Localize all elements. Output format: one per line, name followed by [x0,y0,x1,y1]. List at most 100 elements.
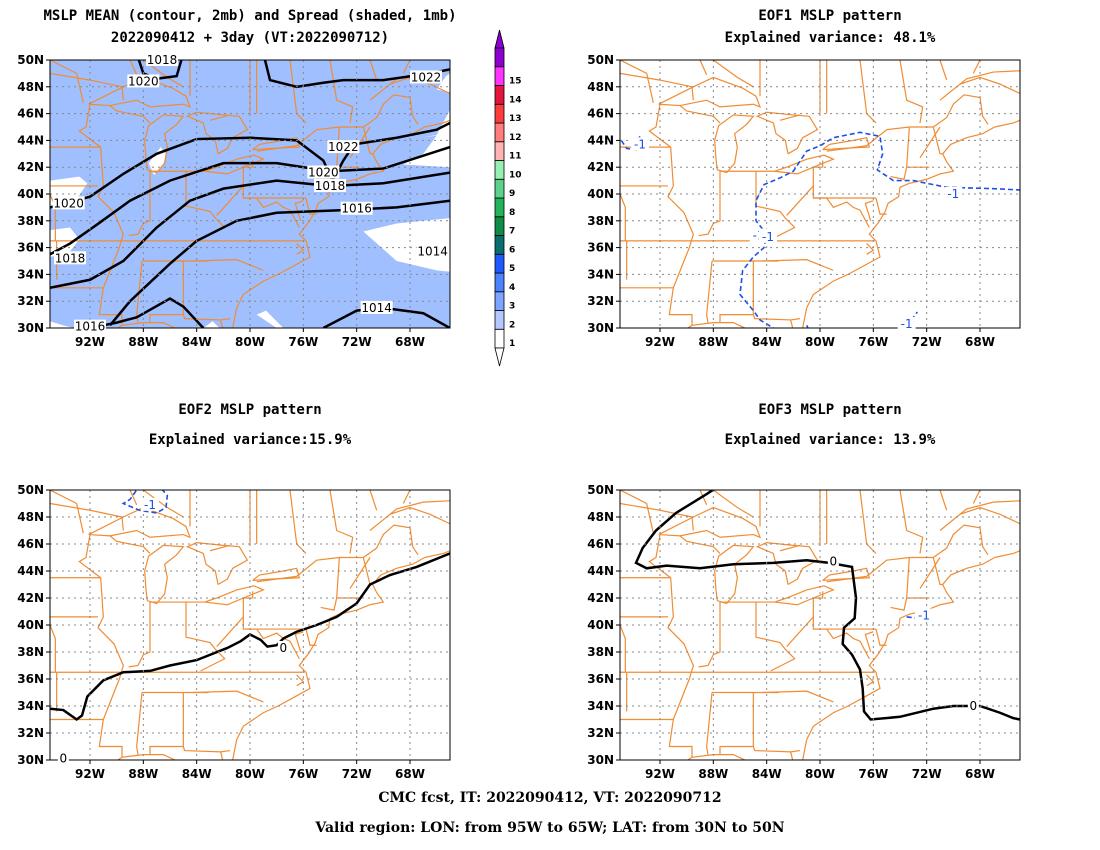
lon-tick-label: 68W [395,335,425,349]
lat-tick-label: 48N [587,510,614,524]
colorbar-swatch [494,178,505,199]
lat-tick-label: 34N [587,699,614,713]
lat-tick-label: 36N [587,241,614,255]
lat-tick-label: 32N [587,726,614,740]
contour-label: -1 [759,229,777,244]
contour-line [739,131,1020,328]
colorbar-label: 4 [509,283,515,293]
colorbar-swatch [494,253,505,274]
lat-tick-label: 48N [17,510,44,524]
contour-label: 1018 [146,53,178,67]
colorbar-swatch [494,66,505,86]
lat-tick-label: 34N [587,267,614,281]
lat-tick-label: 38N [587,645,614,659]
lon-tick-label: 76W [858,335,888,349]
lon-tick-label: 72W [912,335,942,349]
lon-tick-label: 84W [752,335,782,349]
colorbar-label: 14 [509,95,522,105]
svg-text:1020: 1020 [308,166,339,180]
contour-line [50,171,450,290]
lon-tick-label: 76W [288,767,318,781]
grid-lines [50,60,450,328]
colorbar-label: 1 [509,339,515,349]
colorbar-label: 13 [509,114,522,124]
colorbar-label: 15 [509,77,522,87]
panel4-title: EOF3 MSLP pattern Explained variance: 13.… [724,402,936,448]
lon-tick-label: 72W [912,767,942,781]
panel3-title: EOF2 MSLP pattern Explained variance:15.9… [148,402,352,448]
contour-label: 0 [277,640,289,655]
colorbar-label: 3 [509,302,515,312]
lon-tick-label: 92W [645,767,675,781]
svg-text:1016: 1016 [75,320,106,334]
svg-text:-1: -1 [144,498,156,512]
contour-label: 1016 [74,319,106,334]
svg-text:-1: -1 [762,230,774,244]
svg-text:1016: 1016 [341,202,372,216]
panel2-title: EOF1 MSLP pattern Explained variance: 48.… [724,8,936,46]
lat-tick-label: 50N [17,483,44,497]
lon-tick-label: 80W [805,767,835,781]
svg-text:1014: 1014 [361,301,392,315]
spread-shade-1mb [403,127,450,168]
lat-tick-label: 48N [17,80,44,94]
colorbar-swatch [494,197,505,218]
lat-tick-label: 50N [17,53,44,67]
contour-label: 1014 [416,244,449,259]
contour-label: 1016 [340,201,373,216]
lon-tick-label: 76W [288,335,318,349]
lat-tick-label: 44N [17,564,44,578]
lon-tick-label: 80W [235,335,265,349]
colorbar-swatch [494,310,505,330]
lat-tick-label: 42N [17,591,44,605]
lat-tick-label: 44N [587,133,614,147]
lon-tick-label: 84W [182,767,212,781]
svg-text:-1: -1 [901,317,913,331]
spread-shade-1mb [256,310,284,328]
lat-tick-label: 30N [587,321,614,335]
svg-text:0: 0 [970,699,978,713]
lat-tick-label: 34N [17,267,44,281]
colorbar-swatch [494,103,505,124]
lon-tick-label: 88W [698,767,728,781]
contour-label: -1 [915,608,933,623]
lon-tick-label: 92W [75,335,105,349]
lat-tick-label: 30N [587,753,614,767]
contour-label: 1018 [314,178,346,193]
spread-shade-1mb [50,321,74,328]
contour-line [121,490,169,514]
contour-label: 0 [57,751,69,766]
lat-tick-label: 46N [17,107,44,121]
spread-shade-1mb [363,218,450,272]
lon-tick-label: 88W [128,335,158,349]
colorbar-label: 12 [509,133,522,143]
svg-text:-1: -1 [918,609,930,623]
svg-text:1014: 1014 [417,245,448,259]
geographic-boundaries [50,490,450,760]
lat-tick-label: 32N [17,726,44,740]
colorbar-label: 9 [509,189,515,199]
lon-tick-label: 84W [182,335,212,349]
lon-tick-label: 72W [342,335,372,349]
lat-tick-label: 42N [17,160,44,174]
lat-tick-label: 44N [587,564,614,578]
lon-tick-label: 88W [698,335,728,349]
lon-tick-label: 68W [965,767,995,781]
svg-text:1020: 1020 [128,74,159,88]
lat-tick-label: 38N [17,214,44,228]
colorbar-swatch [494,122,505,143]
geographic-boundaries [620,60,1020,328]
lat-tick-label: 50N [587,483,614,497]
contour-label: 0 [827,554,839,569]
lat-tick-label: 42N [587,160,614,174]
spread-shade-1mb [203,321,220,328]
svg-text:-1: -1 [634,137,646,151]
lat-tick-label: 40N [17,618,44,632]
colorbar-swatch [494,85,505,105]
colorbar-swatch [494,328,505,349]
colorbar-swatch [494,47,505,68]
lon-tick-label: 76W [858,767,888,781]
grid-lines [620,490,1020,760]
